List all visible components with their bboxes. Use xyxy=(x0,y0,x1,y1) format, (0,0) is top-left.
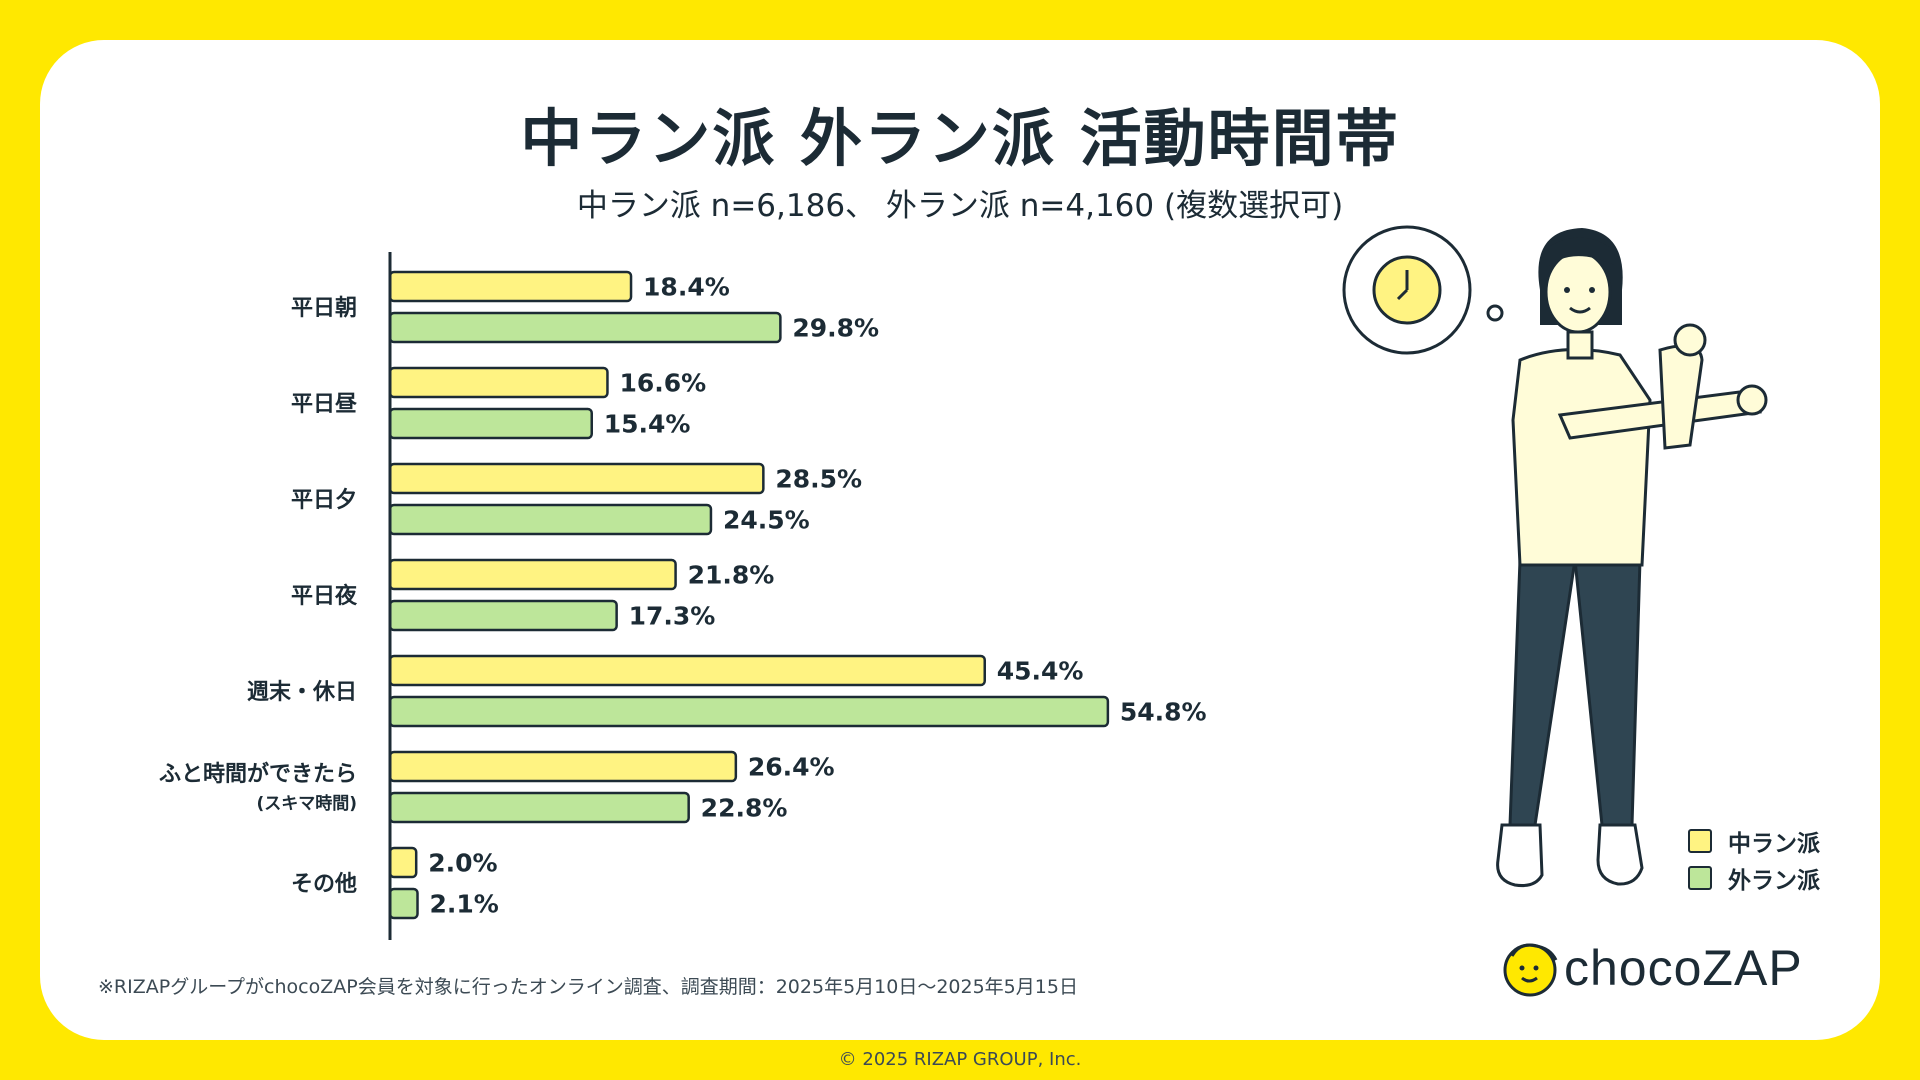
bar-series2 xyxy=(388,407,593,440)
bar-series2 xyxy=(388,599,618,632)
data-label: 18.4% xyxy=(643,273,730,302)
chart-legend: 中ラン派 外ラン派 xyxy=(1688,822,1820,896)
data-label: 24.5% xyxy=(723,506,810,535)
category-label: ふと時間ができたら xyxy=(159,761,357,787)
bar-series1 xyxy=(388,462,765,495)
chocozap-logo: chocoZAP xyxy=(1500,938,1803,998)
data-label: 15.4% xyxy=(604,410,691,439)
data-label: 17.3% xyxy=(629,602,716,631)
bar-series1 xyxy=(388,558,677,591)
chart-title: 中ラン派 外ラン派 活動時間帯 xyxy=(520,102,1400,175)
bar-series2 xyxy=(388,503,713,536)
legend-label: 外ラン派 xyxy=(1728,867,1820,894)
category-label: 平日朝 xyxy=(291,295,357,321)
category-label: 平日夜 xyxy=(291,583,358,609)
stretching-person-illustration xyxy=(1342,225,1768,887)
category-label: 週末・休日 xyxy=(247,680,357,705)
data-label: 16.6% xyxy=(619,369,706,398)
legend-swatch-green xyxy=(1688,865,1712,890)
chocozap-mascot-icon xyxy=(1503,943,1558,997)
category-sublabel: (スキマ時間) xyxy=(256,793,357,814)
legend-item-series1: 中ラン派 xyxy=(1688,822,1820,859)
thought-bubble-icon xyxy=(1342,225,1504,355)
data-label: 26.4% xyxy=(748,753,835,782)
bar-series2 xyxy=(388,791,690,824)
logo-text: chocoZAP xyxy=(1564,940,1803,996)
category-label: 平日昼 xyxy=(291,392,358,417)
data-label: 2.0% xyxy=(428,849,497,878)
chart-subtitle: 中ラン派 n=6,186、 外ラン派 n=4,160 (複数選択可) xyxy=(576,188,1344,224)
data-label: 29.8% xyxy=(792,314,879,343)
bar-series1 xyxy=(388,846,418,879)
data-label: 21.8% xyxy=(688,561,775,590)
data-label: 22.8% xyxy=(701,794,788,823)
data-label: 2.1% xyxy=(430,890,499,919)
bar-series2 xyxy=(388,695,1110,728)
legend-item-series2: 外ラン派 xyxy=(1688,859,1820,896)
data-label: 45.4% xyxy=(997,657,1084,686)
bar-chart: 平日朝 18.4% 29.8% 平日昼 16.6% 15.4% 平日夕 28.5% 24.5% 平… xyxy=(159,252,1207,940)
bar-series1 xyxy=(388,654,986,687)
category-label: その他 xyxy=(291,872,357,897)
bar-series2 xyxy=(388,311,782,344)
category-label: 平日夕 xyxy=(291,487,357,513)
data-label: 54.8% xyxy=(1120,698,1207,727)
legend-swatch-yellow xyxy=(1688,828,1712,853)
data-label: 28.5% xyxy=(775,465,862,494)
footnote: ※RIZAPグループがchocoZAP会員を対象に行ったオンライン調査、調査期間… xyxy=(98,976,1078,998)
legend-label: 中ラン派 xyxy=(1728,830,1820,857)
copyright: © 2025 RIZAP GROUP, Inc. xyxy=(838,1049,1082,1070)
bar-series1 xyxy=(388,366,609,399)
bar-series1 xyxy=(388,750,738,783)
bar-series2 xyxy=(388,887,419,920)
bar-series1 xyxy=(388,270,633,303)
